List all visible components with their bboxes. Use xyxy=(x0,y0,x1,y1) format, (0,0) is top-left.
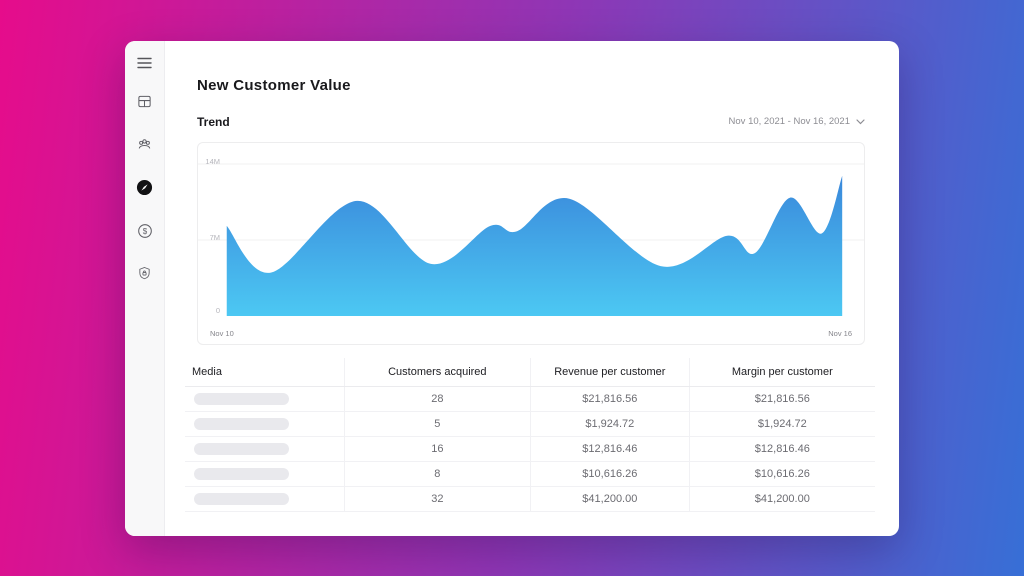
y-axis-tick-14m: 14M xyxy=(205,156,220,166)
revenue-per-customer-cell: $1,924.72 xyxy=(529,411,689,436)
sidebar: $ xyxy=(125,40,165,536)
chevron-down-icon xyxy=(856,118,865,124)
sidebar-item-team[interactable] xyxy=(135,136,155,154)
x-axis-label-start: Nov 10 xyxy=(210,328,234,338)
media-placeholder xyxy=(194,492,289,505)
sidebar-item-insights[interactable] xyxy=(135,179,155,197)
app-window: $ New Customer Value Trend Nov 10, 2021 … xyxy=(125,40,899,536)
table-row: 5 $1,924.72 $1,924.72 xyxy=(185,411,875,437)
y-axis-tick-7m: 7M xyxy=(209,232,220,242)
dashboard-icon xyxy=(138,95,151,108)
team-icon xyxy=(138,139,151,149)
customers-acquired-cell: 5 xyxy=(343,411,530,436)
margin-per-customer-cell: $10,616.26 xyxy=(688,461,875,486)
column-header-customers-acquired: Customers acquired xyxy=(343,357,530,386)
media-cell xyxy=(185,462,344,486)
revenue-per-customer-cell: $21,816.56 xyxy=(529,386,689,411)
page-title: New Customer Value xyxy=(197,76,351,94)
trend-area-chart xyxy=(198,163,864,316)
table-row: 28 $21,816.56 $21,816.56 xyxy=(185,386,875,412)
revenue-per-customer-cell: $12,816.46 xyxy=(529,436,689,461)
trend-chart-card: 14M 7M 0 Nov 10 Nov 16 xyxy=(197,141,865,345)
customers-acquired-cell: 28 xyxy=(343,386,530,411)
sidebar-item-revenue[interactable]: $ xyxy=(135,222,155,240)
table-header-row: Media Customers acquired Revenue per cus… xyxy=(185,357,875,387)
table-row: 32 $41,200.00 $41,200.00 xyxy=(185,486,875,512)
media-cell xyxy=(185,412,344,436)
media-placeholder xyxy=(194,392,289,405)
margin-per-customer-cell: $41,200.00 xyxy=(688,486,875,511)
margin-per-customer-cell: $12,816.46 xyxy=(688,436,875,461)
customers-acquired-cell: 8 xyxy=(343,461,530,486)
svg-text:$: $ xyxy=(142,226,147,235)
trend-header-row: Trend Nov 10, 2021 - Nov 16, 2021 xyxy=(197,115,865,129)
sidebar-menu-button[interactable] xyxy=(135,54,155,72)
date-range-value: Nov 10, 2021 - Nov 16, 2021 xyxy=(728,116,850,127)
x-axis-label-end: Nov 16 xyxy=(828,328,852,338)
column-header-revenue-per-customer: Revenue per customer xyxy=(529,357,689,386)
currency-sync-icon: $ xyxy=(137,223,152,238)
sidebar-item-security[interactable] xyxy=(135,265,155,283)
date-range-dropdown[interactable]: Nov 10, 2021 - Nov 16, 2021 xyxy=(729,116,865,127)
margin-per-customer-cell: $21,816.56 xyxy=(688,386,875,411)
revenue-per-customer-cell: $10,616.26 xyxy=(529,461,689,486)
revenue-per-customer-cell: $41,200.00 xyxy=(529,486,689,511)
media-placeholder xyxy=(194,467,289,480)
column-header-margin-per-customer: Margin per customer xyxy=(688,357,875,386)
trend-section-label: Trend xyxy=(197,114,230,129)
table-row: 8 $10,616.26 $10,616.26 xyxy=(185,461,875,487)
menu-icon xyxy=(137,57,152,68)
media-placeholder xyxy=(194,442,289,455)
compass-icon xyxy=(136,179,153,196)
media-cell xyxy=(185,437,344,461)
shield-lock-icon xyxy=(139,267,150,280)
customers-acquired-cell: 16 xyxy=(343,436,530,461)
y-axis-tick-0: 0 xyxy=(215,305,220,315)
media-placeholder xyxy=(194,417,289,430)
area-series xyxy=(226,175,843,316)
margin-per-customer-cell: $1,924.72 xyxy=(688,411,875,436)
media-table: Media Customers acquired Revenue per cus… xyxy=(185,357,875,512)
media-cell xyxy=(185,487,344,511)
sidebar-item-dashboard[interactable] xyxy=(135,93,155,111)
media-cell xyxy=(185,387,344,411)
main-content: New Customer Value Trend Nov 10, 2021 - … xyxy=(165,41,899,536)
table-row: 16 $12,816.46 $12,816.46 xyxy=(185,436,875,462)
customers-acquired-cell: 32 xyxy=(343,486,530,511)
column-header-media: Media xyxy=(192,365,222,378)
